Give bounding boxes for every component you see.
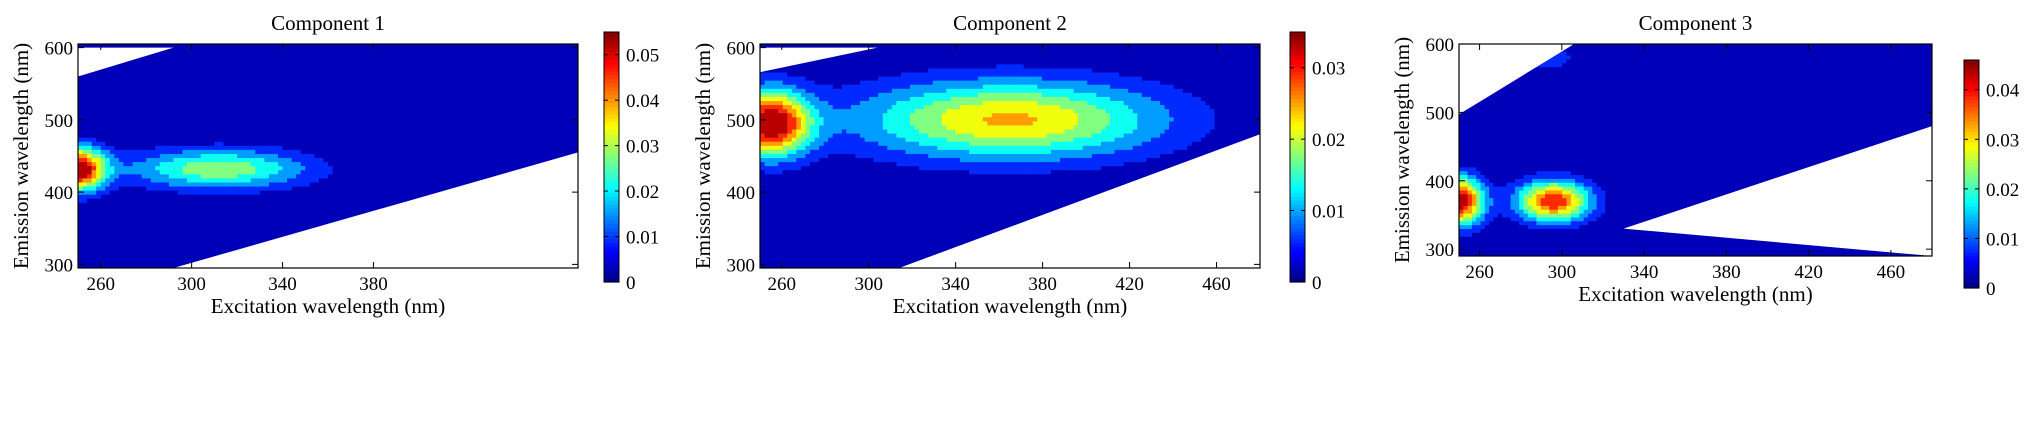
colorbar-tick-label: 0.02: [1986, 180, 2019, 201]
chart-panel-3: 260 300 340 380 420 460 300 400 500 600 Component …: [1390, 11, 2020, 306]
masked-region-upper: [760, 47, 878, 73]
y-tick-label: 400: [1426, 172, 1455, 193]
x-tick-label: 260: [1465, 262, 1494, 283]
y-tick-label: 500: [45, 111, 74, 132]
x-tick-label: 300: [1548, 262, 1577, 283]
colorbar-tick-label: 0.01: [626, 228, 659, 249]
colorbar-tick-label: 0.01: [1986, 229, 2019, 250]
colorbar: 0 0.01 0.02 0.03 0.04 0.05: [603, 31, 660, 294]
y-tick-label: 500: [1426, 103, 1455, 124]
colorbar-tick-label: 0.05: [626, 46, 659, 67]
plot-frame: [1458, 43, 1933, 257]
x-tick-label: 260: [86, 274, 115, 295]
masked-region-lower: [899, 134, 1260, 268]
x-tick-label: 340: [1630, 262, 1659, 283]
colorbar: 0 0.01 0.02 0.03: [1289, 31, 1345, 294]
intensity-map: [760, 44, 1260, 268]
chart-title: Component 3: [1639, 11, 1753, 35]
x-tick-label: 260: [767, 274, 796, 295]
colorbar-tick-label: 0.01: [1312, 202, 1345, 223]
colorbar-tick-label: 0.03: [1312, 59, 1345, 80]
colorbar-tick-label: 0.03: [1986, 130, 2019, 151]
x-tick-label: 380: [1712, 262, 1741, 283]
y-axis-label: Emission wavelength (nm): [691, 43, 715, 269]
y-tick-label: 400: [727, 183, 756, 204]
masked-region-lower: [173, 152, 578, 268]
colorbar-tick-label: 0: [626, 273, 636, 294]
colorbar-tick-label: 0.03: [626, 137, 659, 158]
chart-title: Component 2: [953, 11, 1067, 35]
x-tick-label: 460: [1202, 274, 1231, 295]
x-tick-label: 300: [177, 274, 206, 295]
colorbar-tick-label: 0.02: [1312, 130, 1345, 151]
y-tick-label: 600: [45, 39, 74, 60]
y-axis-label: Emission wavelength (nm): [1390, 37, 1414, 263]
colorbar-tick-label: 0.04: [1986, 81, 2020, 102]
x-tick-label: 420: [1794, 262, 1823, 283]
y-tick-label: 300: [727, 255, 756, 276]
x-tick-label: 380: [359, 274, 388, 295]
plot-frame: [759, 43, 1261, 269]
chart-title: Component 1: [271, 11, 385, 35]
chart-panel-2: 260 300 340 380 420 460 300 400 500 600 Component …: [691, 11, 1345, 318]
plot-frame: [77, 43, 579, 269]
masked-region-upper: [1459, 44, 1575, 115]
colorbar-tick-label: 0: [1986, 279, 1996, 300]
colorbar-tick-label: 0.04: [626, 91, 660, 112]
x-tick-label: 460: [1877, 262, 1906, 283]
x-axis-label: Excitation wavelength (nm): [893, 294, 1127, 318]
masked-region-lower: [1623, 126, 1932, 256]
x-tick-label: 300: [854, 274, 883, 295]
colorbar: 0 0.01 0.02 0.03 0.04: [1963, 59, 2020, 300]
x-axis-label: Excitation wavelength (nm): [211, 294, 445, 318]
x-tick-label: 380: [1028, 274, 1057, 295]
y-tick-label: 500: [727, 111, 756, 132]
y-tick-label: 600: [727, 39, 756, 60]
chart-panel-1: 260 300 340 380 300 400 500 600 Component 1 Excit…: [9, 11, 660, 318]
masked-region-upper: [78, 47, 174, 77]
y-tick-label: 400: [45, 183, 74, 204]
x-axis-label: Excitation wavelength (nm): [1578, 282, 1812, 306]
colorbar-tick-label: 0.02: [626, 182, 659, 203]
y-tick-label: 300: [45, 255, 74, 276]
y-tick-label: 600: [1426, 35, 1455, 56]
y-tick-label: 300: [1426, 240, 1455, 261]
x-tick-label: 340: [941, 274, 970, 295]
x-tick-label: 420: [1115, 274, 1144, 295]
colorbar-tick-label: 0: [1312, 273, 1322, 294]
x-tick-label: 340: [268, 274, 297, 295]
y-axis-label: Emission wavelength (nm): [9, 43, 33, 269]
